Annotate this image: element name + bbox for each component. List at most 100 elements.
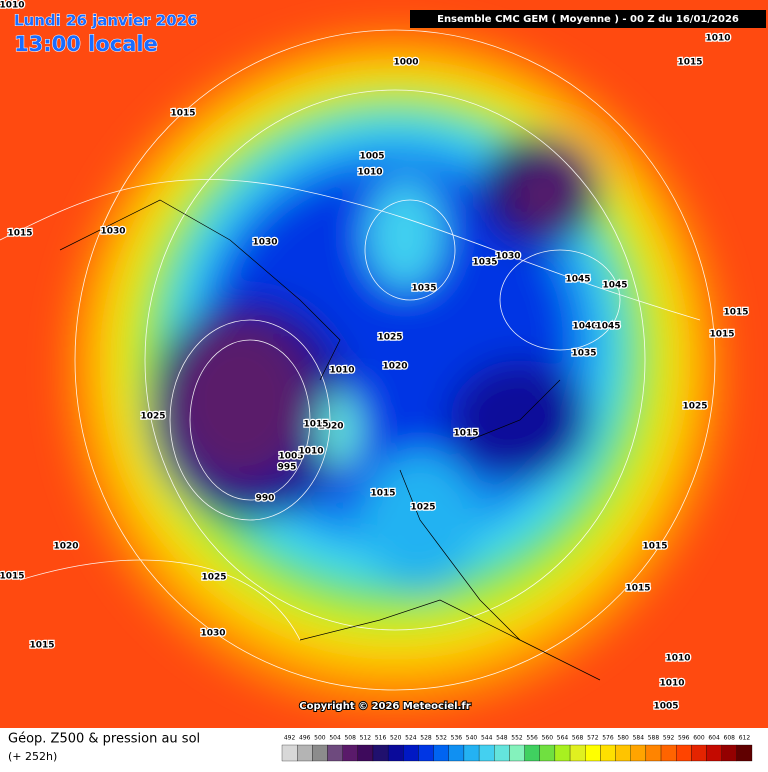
scale-label: 592 bbox=[663, 735, 675, 742]
isobar-label: 1025 bbox=[201, 573, 226, 583]
isobar-label: 1030 bbox=[100, 227, 125, 237]
scale-label: 524 bbox=[405, 735, 417, 742]
scale-swatch bbox=[403, 744, 419, 762]
scale-label: 600 bbox=[693, 735, 705, 742]
scale-label: 504 bbox=[329, 735, 341, 742]
scale-label: 540 bbox=[466, 735, 478, 742]
scale-swatch bbox=[418, 744, 434, 762]
scale-label: 520 bbox=[390, 735, 402, 742]
isobar-label: 1015 bbox=[303, 420, 328, 430]
scale-label: 588 bbox=[648, 735, 660, 742]
scale-swatch bbox=[569, 744, 586, 762]
scale-label: 604 bbox=[708, 735, 720, 742]
isobar-label: 1015 bbox=[625, 584, 650, 594]
footer-title: Géop. Z500 & pression au sol bbox=[8, 732, 200, 747]
scale-swatch bbox=[357, 744, 374, 762]
copyright: Copyright © 2026 Meteociel.fr bbox=[299, 701, 470, 712]
scale-swatch bbox=[585, 744, 601, 762]
isobar-label: 1010 bbox=[357, 168, 382, 178]
color-scale: 492 496 500 504 508 512 516 520 524 528 532 536 540 5… bbox=[281, 735, 753, 762]
scale-label: 564 bbox=[557, 735, 569, 742]
scale-label: 516 bbox=[375, 735, 387, 742]
isobar-label: 1015 bbox=[370, 489, 395, 499]
isobar-label: 1020 bbox=[318, 422, 343, 432]
scale-label: 568 bbox=[572, 735, 584, 742]
isobar-label: 1015 bbox=[170, 109, 195, 119]
isobar-label: 1010 bbox=[329, 366, 354, 376]
scale-swatch bbox=[539, 744, 556, 762]
isobar-label: 1005 bbox=[278, 452, 303, 462]
isobar-label: 1030 bbox=[495, 252, 520, 262]
isobar-label: 1015 bbox=[723, 308, 748, 318]
scale-label: 492 bbox=[284, 735, 296, 742]
scale-swatch bbox=[615, 744, 631, 762]
scale-label: 612 bbox=[739, 735, 751, 742]
isobar-label: 1035 bbox=[571, 349, 596, 359]
isobar-label: 1010 bbox=[298, 447, 323, 457]
scale-label: 512 bbox=[360, 735, 372, 742]
map-field bbox=[0, 0, 768, 728]
isobar-label: 1020 bbox=[382, 362, 407, 372]
header-box bbox=[410, 10, 766, 28]
scale-swatch bbox=[312, 744, 328, 762]
scale-swatch bbox=[281, 744, 298, 762]
isobar-label: 1045 bbox=[602, 281, 627, 291]
scale-label: 548 bbox=[496, 735, 508, 742]
scale-label: 576 bbox=[602, 735, 614, 742]
isobar-label: 1015 bbox=[29, 641, 54, 651]
isobar-label: 1035 bbox=[472, 258, 497, 268]
isobar-label: 1015 bbox=[709, 330, 734, 340]
isobar-label: 1015 bbox=[453, 429, 478, 439]
isobar-label: 1010 bbox=[659, 679, 684, 689]
scale-swatch bbox=[494, 744, 510, 762]
scale-swatch bbox=[554, 744, 571, 762]
isobar-label: 1000 bbox=[393, 58, 418, 68]
scale-swatch bbox=[463, 744, 480, 762]
isobar-label: 1025 bbox=[377, 333, 402, 343]
scale-label: 508 bbox=[344, 735, 356, 742]
scale-label: 544 bbox=[481, 735, 493, 742]
scale-swatch bbox=[342, 744, 358, 762]
isobar-label: 1005 bbox=[359, 152, 384, 162]
date: Lundi 26 janvier 2026 bbox=[14, 12, 198, 30]
scale-swatch bbox=[706, 744, 722, 762]
scale-label: 584 bbox=[633, 735, 645, 742]
scale-swatch bbox=[478, 744, 495, 762]
scale-swatch bbox=[645, 744, 662, 762]
isobar-label: 1025 bbox=[410, 503, 435, 513]
scale-label: 552 bbox=[511, 735, 523, 742]
scale-label: 572 bbox=[587, 735, 599, 742]
scale-swatch bbox=[524, 744, 540, 762]
scale-label: 556 bbox=[526, 735, 538, 742]
isobar-label: 1045 bbox=[565, 275, 590, 285]
isobar-label: 995 bbox=[278, 463, 297, 473]
scale-swatch bbox=[600, 744, 616, 762]
isobar-label: 1025 bbox=[140, 412, 165, 422]
scale-label: 500 bbox=[314, 735, 326, 742]
scale-swatch bbox=[676, 744, 692, 762]
isobar-label: 1010 bbox=[0, 1, 25, 11]
scale-label: 496 bbox=[299, 735, 311, 742]
isobar-label: 990 bbox=[256, 494, 275, 504]
local-time: 13:00 locale bbox=[14, 32, 158, 56]
scale-label: 528 bbox=[420, 735, 432, 742]
isobar-label: 1020 bbox=[53, 542, 78, 552]
scale-swatch bbox=[297, 744, 313, 762]
scale-swatch bbox=[433, 744, 449, 762]
isobar-label: 1015 bbox=[642, 542, 667, 552]
scale-label: 580 bbox=[617, 735, 629, 742]
isobar-label: 1040 bbox=[572, 322, 597, 332]
model-info: Ensemble CMC GEM ( Moyenne ) - 00 Z du 1… bbox=[437, 14, 739, 25]
scale-swatch bbox=[509, 744, 525, 762]
isobar-label: 1045 bbox=[595, 322, 620, 332]
isobar-label: 1005 bbox=[653, 702, 678, 712]
scale-swatch bbox=[736, 744, 753, 762]
scale-swatch bbox=[372, 744, 389, 762]
scale-label: 608 bbox=[724, 735, 736, 742]
scale-label: 560 bbox=[542, 735, 554, 742]
scale-swatch bbox=[630, 744, 647, 762]
isobar-label: 1015 bbox=[677, 58, 702, 68]
footer-lead: (+ 252h) bbox=[8, 750, 57, 763]
